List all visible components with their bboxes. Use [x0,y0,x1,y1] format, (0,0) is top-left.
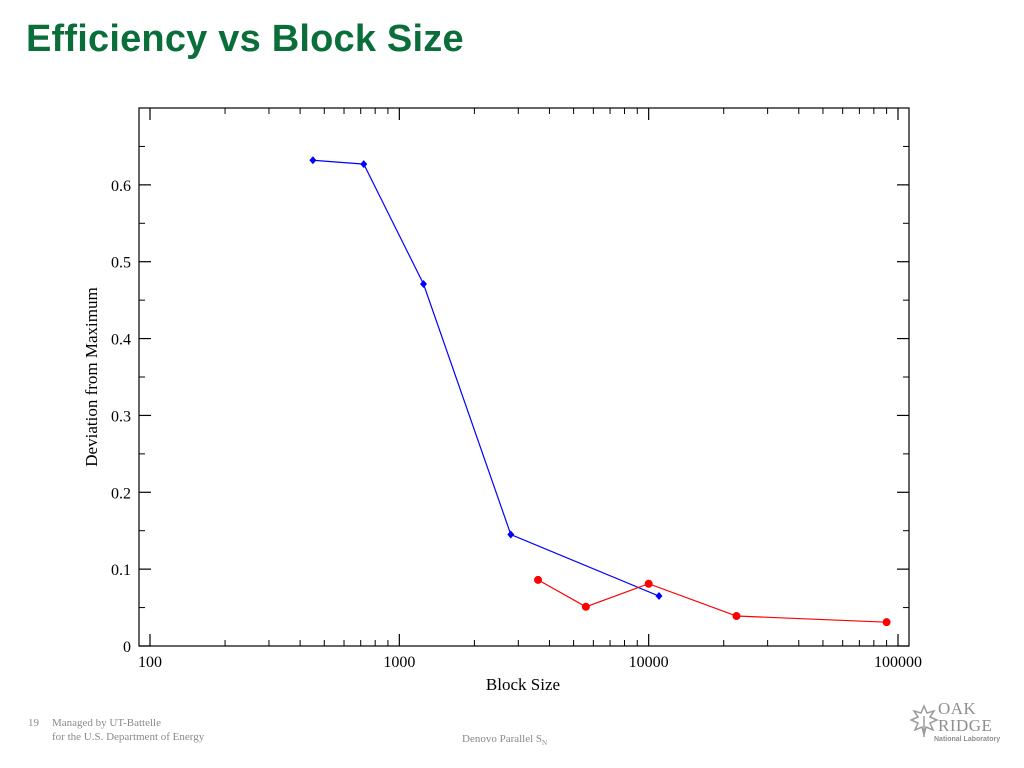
y-axis-label: Deviation from Maximum [82,287,101,466]
ornl-logo: OAK RIDGE National Laboratory [908,698,1008,748]
managed-by-line: Managed by UT-Battelle [52,717,161,729]
data-point-circle [581,602,590,611]
leaf-icon [910,704,938,737]
y-tick-label: 0.4 [111,332,131,349]
slide-title: Efficiency vs Block Size [26,18,464,60]
data-point-diamond [360,160,368,169]
data-point-diamond [309,156,317,165]
x-axis-label: Block Size [486,675,560,694]
logo-word-lab: National Laboratory [934,736,1001,743]
x-axis-ticks: 100 1000 10000 100000 [138,108,922,671]
y-tick-label: 0.5 [111,255,131,272]
slide-number: 19 [28,717,39,729]
logo-word-oak: OAK [938,699,977,718]
y-axis-ticks: 0 0.1 0.2 0.3 0.4 0.5 0.6 [111,145,909,656]
series-line-1 [312,159,660,597]
x-tick-label: 1000 [383,654,415,671]
chart: 100 1000 10000 100000 0 0.1 0.2 0.3 0.4 0.5 0.6 B… [82,107,922,694]
footer-center-text: Denovo Parallel S [462,733,543,745]
data-point-diamond [655,592,663,601]
data-point-circle [732,612,741,621]
data-point-diamond [507,530,515,539]
y-tick-label: 0 [123,639,131,656]
x-tick-label: 100 [138,654,162,671]
series-layer [309,156,891,627]
data-point-circle [644,579,653,588]
y-tick-label: 0.3 [111,408,131,425]
series-line-2 [537,579,887,623]
y-tick-label: 0.1 [111,562,131,579]
y-tick-label: 0.6 [111,178,131,195]
footer-center-title: Denovo Parallel SN [462,733,547,747]
data-point-circle [882,618,891,627]
data-point-circle [534,575,543,584]
doe-line: for the U.S. Department of Energy [52,731,205,743]
logo-word-ridge: RIDGE [938,716,993,735]
plot-frame [138,107,910,647]
data-point-diamond [419,280,427,289]
footer-center-subscript: N [542,739,548,748]
x-tick-label: 10000 [629,654,669,671]
x-tick-label: 100000 [874,654,922,671]
y-tick-label: 0.2 [111,485,131,502]
